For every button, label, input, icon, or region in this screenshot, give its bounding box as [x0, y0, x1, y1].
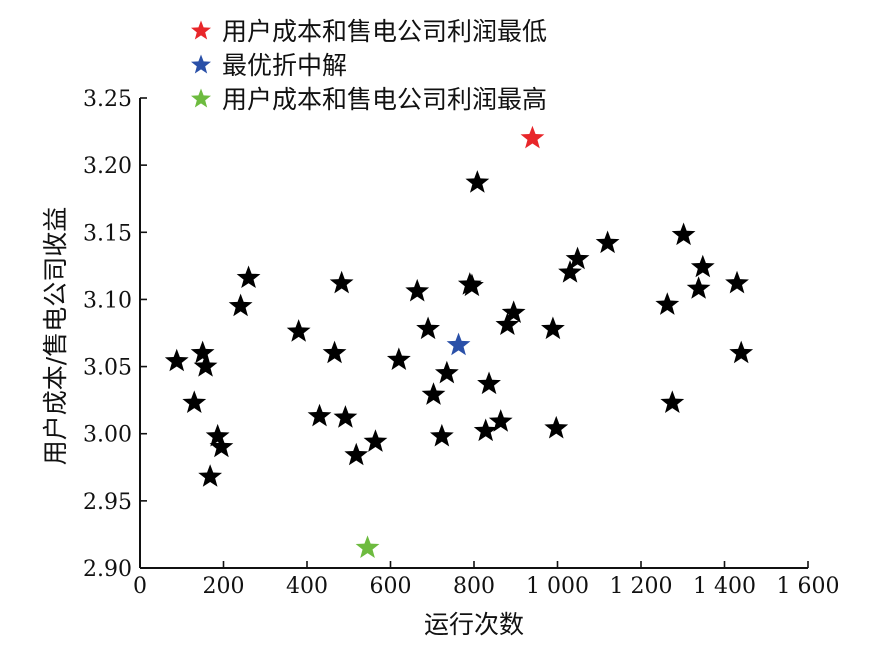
data-point: [544, 415, 569, 439]
x-tick-label: 800: [453, 574, 495, 599]
data-point: [541, 316, 565, 340]
highlight-point: [520, 125, 545, 149]
data-point: [477, 371, 501, 395]
data-point: [729, 340, 754, 364]
x-tick-label: 1 600: [777, 574, 840, 599]
data-point: [655, 292, 680, 315]
data-point: [209, 434, 234, 458]
data-point: [193, 354, 218, 377]
y-tick-label: 3.05: [83, 356, 132, 381]
data-point: [725, 270, 749, 294]
data-point: [686, 276, 711, 299]
data-point: [558, 260, 582, 283]
highlight-point: [446, 332, 471, 356]
y-axis-title: 用户成本/售电公司收益: [41, 207, 70, 465]
data-point: [595, 230, 620, 254]
x-tick-label: 0: [133, 574, 147, 599]
highlight-point: [355, 535, 380, 558]
data-points: [164, 125, 754, 558]
data-point: [416, 316, 440, 340]
data-point: [344, 442, 369, 466]
x-tick-label: 1 400: [693, 574, 756, 599]
data-point: [473, 418, 498, 442]
x-tick-label: 400: [286, 574, 328, 599]
data-point: [363, 429, 388, 452]
data-point: [671, 222, 696, 246]
y-tick-label: 3.10: [83, 288, 132, 313]
data-point: [228, 293, 253, 317]
x-tick-label: 600: [370, 574, 412, 599]
data-point: [286, 319, 311, 342]
y-tick-label: 3.00: [83, 423, 132, 448]
x-tick-label: 1 000: [526, 574, 589, 599]
axes: 0 200 400 600 800 1 000 1 200 1 400 1 600 2.90 2.9…: [83, 87, 839, 599]
data-point: [182, 390, 207, 413]
y-tick-label: 3.15: [83, 221, 132, 246]
data-point: [236, 265, 261, 289]
data-point: [429, 423, 454, 447]
x-axis-title: 运行次数: [424, 610, 524, 639]
data-point: [565, 246, 590, 270]
data-point: [329, 270, 354, 294]
legend-label: 最优折中解: [222, 51, 347, 80]
data-point: [495, 312, 520, 336]
data-point: [434, 360, 459, 384]
data-point: [164, 348, 189, 372]
y-tick-label: 2.90: [83, 557, 132, 582]
data-point: [190, 340, 215, 364]
data-point: [421, 382, 446, 405]
data-point: [405, 278, 430, 302]
data-point: [205, 423, 230, 447]
legend-label: 用户成本和售电公司利润最低: [222, 17, 547, 46]
data-point: [501, 300, 526, 323]
data-point: [198, 464, 223, 487]
legend-star-icon: [191, 20, 211, 40]
data-point: [465, 170, 490, 193]
data-point: [660, 390, 685, 413]
data-point: [307, 403, 332, 427]
legend-star-icon: [191, 88, 211, 108]
y-tick-label: 2.95: [83, 490, 132, 515]
legend-star-icon: [191, 54, 211, 74]
data-point: [322, 340, 347, 364]
data-point: [386, 347, 411, 370]
x-tick-label: 1 200: [610, 574, 673, 599]
data-point: [460, 273, 484, 297]
x-tick-label: 200: [203, 574, 245, 599]
data-point: [690, 254, 715, 278]
data-point: [333, 405, 358, 428]
y-tick-label: 3.20: [83, 154, 132, 179]
data-point: [488, 409, 513, 432]
legend-label: 用户成本和售电公司利润最高: [222, 85, 547, 114]
y-tick-label: 3.25: [83, 87, 132, 112]
